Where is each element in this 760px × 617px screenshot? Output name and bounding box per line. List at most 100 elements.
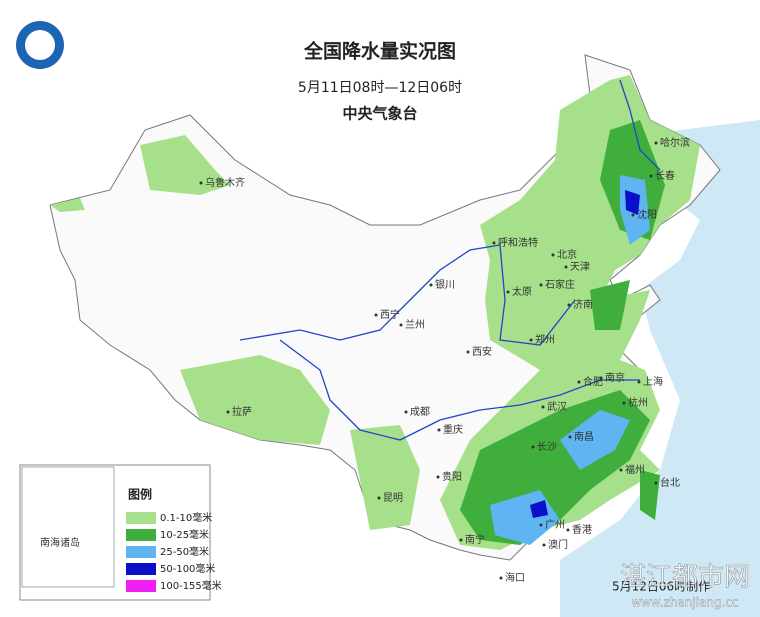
city-dot bbox=[399, 323, 403, 327]
city-dot bbox=[551, 253, 555, 257]
city-label: 香港 bbox=[572, 524, 592, 536]
city-label: 台北 bbox=[660, 476, 680, 489]
logo bbox=[16, 21, 64, 69]
watermark-url: www.zhanjiang.cc bbox=[631, 596, 738, 610]
city-dot bbox=[466, 350, 470, 354]
city-label: 南京 bbox=[605, 371, 625, 384]
city-label: 石家庄 bbox=[545, 278, 575, 291]
city-dot bbox=[492, 241, 496, 245]
city-label: 合肥 bbox=[583, 375, 603, 388]
legend-label: 50-100毫米 bbox=[160, 562, 215, 575]
city-dot bbox=[564, 265, 568, 269]
city-label: 昆明 bbox=[383, 492, 403, 504]
city-label: 西安 bbox=[472, 345, 492, 358]
city-dot bbox=[459, 538, 463, 542]
city-label: 上海 bbox=[643, 375, 663, 388]
legend-label: 100-155毫米 bbox=[160, 579, 222, 592]
city-label: 武汉 bbox=[547, 400, 567, 413]
city-dot bbox=[531, 445, 535, 449]
city-dot bbox=[437, 428, 441, 432]
inset-box bbox=[21, 466, 115, 588]
city-label: 成都 bbox=[410, 406, 430, 418]
precip-areas bbox=[50, 75, 700, 550]
legend-swatch bbox=[126, 580, 156, 592]
city-dot bbox=[654, 141, 658, 145]
city-label: 南昌 bbox=[574, 430, 594, 443]
city-label: 北京 bbox=[557, 248, 577, 261]
legend-label: 10-25毫米 bbox=[160, 528, 209, 541]
precip-area bbox=[180, 355, 330, 445]
rivers bbox=[239, 79, 661, 441]
legend-swatch bbox=[126, 529, 156, 541]
city-dot bbox=[226, 410, 230, 414]
songhua-river bbox=[619, 79, 661, 171]
subtitle: 5月11日08时—12日06时 bbox=[298, 80, 462, 96]
city-dot bbox=[539, 283, 543, 287]
city-label: 贵阳 bbox=[442, 470, 462, 483]
city-label: 哈尔滨 bbox=[660, 136, 690, 149]
agency: 中央气象台 bbox=[342, 105, 417, 123]
city-dot bbox=[199, 181, 203, 185]
city-dot bbox=[374, 313, 378, 317]
city-dot bbox=[654, 481, 658, 485]
city-dot bbox=[599, 376, 603, 380]
city-dot bbox=[529, 338, 533, 342]
city-label: 天津 bbox=[570, 261, 590, 273]
city-label: 乌鲁木齐 bbox=[205, 176, 245, 189]
city-dot bbox=[566, 528, 570, 532]
city-label: 重庆 bbox=[443, 423, 463, 436]
city-dot bbox=[619, 468, 623, 472]
precip-area bbox=[625, 190, 640, 215]
city-dot bbox=[622, 401, 626, 405]
city-label: 银川 bbox=[435, 278, 455, 291]
legend-label: 25-50毫米 bbox=[160, 545, 209, 558]
city-dot bbox=[567, 303, 571, 307]
city-label: 郑州 bbox=[535, 333, 555, 346]
legend-label: 0.1-10毫米 bbox=[160, 511, 212, 524]
city-dot bbox=[377, 496, 381, 500]
city-label: 兰州 bbox=[405, 318, 425, 331]
city-label: 福州 bbox=[625, 463, 645, 476]
precip-area bbox=[350, 425, 420, 530]
precip-area bbox=[50, 198, 85, 212]
city-label: 广州 bbox=[545, 519, 565, 531]
city-dot bbox=[542, 543, 546, 547]
sea bbox=[560, 120, 760, 617]
legend: 南海诸岛 图例 bbox=[19, 464, 211, 601]
precip-area bbox=[560, 410, 630, 470]
legend-title: 图例 bbox=[128, 487, 152, 502]
city-dot bbox=[539, 523, 543, 527]
city-dot bbox=[568, 435, 572, 439]
precip-area bbox=[140, 135, 230, 195]
legend-swatch bbox=[126, 563, 156, 575]
city-label: 拉萨 bbox=[232, 405, 252, 418]
city-dot bbox=[637, 380, 641, 384]
legend-swatch bbox=[126, 546, 156, 558]
city-label: 沈阳 bbox=[637, 208, 657, 221]
watermark-name: 湛江都市网 bbox=[620, 563, 750, 593]
city-dot bbox=[541, 405, 545, 409]
city-dot bbox=[404, 410, 408, 414]
city-dot bbox=[429, 283, 433, 287]
title: 全国降水量实况图 bbox=[303, 40, 456, 63]
yangtze-river bbox=[279, 339, 640, 441]
city-label: 济南 bbox=[573, 298, 593, 311]
city-label: 澳门 bbox=[548, 538, 568, 551]
inset-label: 南海诸岛 bbox=[40, 536, 80, 549]
city-dot bbox=[499, 576, 503, 580]
city-label: 南宁 bbox=[465, 533, 485, 546]
city-label: 长沙 bbox=[537, 441, 557, 453]
precip-area bbox=[590, 280, 630, 330]
city-dot bbox=[577, 380, 581, 384]
city-dot bbox=[631, 213, 635, 217]
legend-swatch bbox=[126, 512, 156, 524]
city-dot bbox=[436, 475, 440, 479]
logo-inner bbox=[25, 30, 55, 60]
precip-area bbox=[530, 500, 548, 518]
city-label: 西宁 bbox=[380, 308, 400, 321]
city-dot bbox=[649, 174, 653, 178]
city-dot bbox=[506, 290, 510, 294]
city-label: 杭州 bbox=[628, 396, 648, 409]
city-label: 长春 bbox=[655, 170, 675, 182]
